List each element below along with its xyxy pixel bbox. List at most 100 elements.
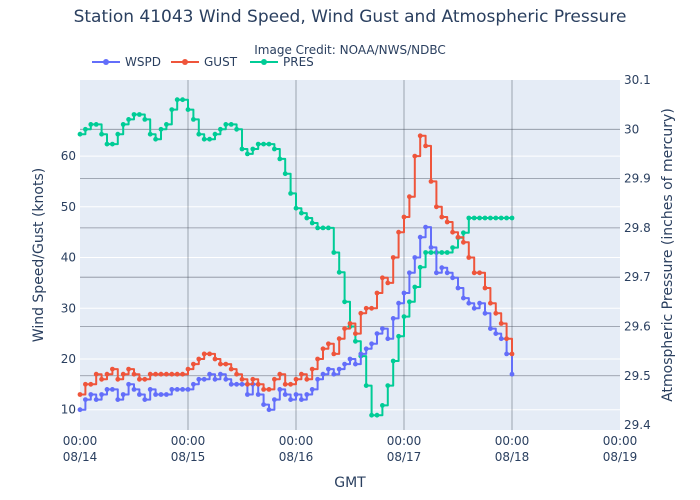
data-point-wspd <box>498 336 504 342</box>
data-point-pres <box>185 107 191 112</box>
data-point-pres <box>282 171 288 177</box>
data-point-wspd <box>412 255 418 260</box>
data-point-pres <box>450 245 455 251</box>
data-point-wspd <box>245 392 250 397</box>
data-point-gust <box>336 336 342 342</box>
series-gust <box>77 133 515 397</box>
legend-swatch-marker <box>182 59 188 65</box>
data-point-wspd <box>169 387 175 392</box>
data-point-pres <box>363 383 369 388</box>
data-point-gust <box>455 234 461 240</box>
data-point-gust <box>255 381 261 387</box>
data-point-gust <box>288 381 293 387</box>
data-point-wspd <box>228 381 234 387</box>
data-point-wspd <box>266 407 272 413</box>
data-point-gust <box>266 387 272 392</box>
data-point-gust <box>120 371 126 377</box>
data-point-pres <box>374 412 380 418</box>
data-point-gust <box>99 376 104 382</box>
data-point-pres <box>466 215 472 221</box>
data-point-gust <box>239 376 245 382</box>
data-point-wspd <box>390 316 396 321</box>
data-point-wspd <box>380 326 385 331</box>
data-point-gust <box>110 366 115 372</box>
data-point-pres <box>164 122 169 127</box>
x-tick-time: 00:00 <box>63 434 98 448</box>
data-point-pres <box>309 220 315 226</box>
data-point-gust <box>153 371 159 377</box>
legend-item-gust[interactable]: GUST <box>171 55 238 69</box>
data-point-pres <box>288 191 293 196</box>
data-point-wspd <box>385 336 391 342</box>
data-point-gust <box>228 366 234 372</box>
series-line-pres <box>80 98 512 417</box>
data-point-gust <box>83 381 88 387</box>
data-point-pres <box>342 299 347 305</box>
data-point-pres <box>77 131 83 137</box>
data-point-gust <box>428 179 434 184</box>
data-point-pres <box>180 97 186 103</box>
data-point-wspd <box>207 371 213 377</box>
data-point-wspd <box>509 371 515 377</box>
data-point-wspd <box>434 270 439 276</box>
data-point-gust <box>164 371 169 377</box>
data-point-wspd <box>439 265 445 271</box>
data-point-wspd <box>331 371 337 377</box>
data-point-gust <box>471 270 477 276</box>
data-point-pres <box>331 250 337 255</box>
x-tick-time: 00:00 <box>171 434 206 448</box>
data-point-gust <box>401 214 407 220</box>
data-point-wspd <box>104 387 110 392</box>
data-point-pres <box>385 383 391 388</box>
data-point-gust <box>309 366 315 372</box>
data-point-wspd <box>304 392 310 397</box>
data-point-gust <box>201 351 207 357</box>
data-point-gust <box>498 321 504 326</box>
data-point-gust <box>218 361 223 367</box>
plot-area <box>80 80 620 430</box>
data-point-gust <box>488 300 493 306</box>
data-point-pres <box>201 136 207 142</box>
data-point-pres <box>293 205 299 211</box>
data-point-gust <box>185 366 191 372</box>
data-point-wspd <box>326 366 331 372</box>
x-tick-date: 08/14 <box>63 450 98 464</box>
data-point-gust <box>223 361 229 367</box>
legend-item-wspd[interactable]: WSPD <box>92 55 161 69</box>
data-point-wspd <box>234 381 240 387</box>
data-point-pres <box>477 215 482 221</box>
data-point-gust <box>299 371 304 377</box>
data-point-gust <box>423 143 428 149</box>
data-point-gust <box>277 371 283 377</box>
data-point-wspd <box>353 361 358 367</box>
x-tick-date: 08/17 <box>387 450 422 464</box>
data-point-gust <box>245 381 250 387</box>
data-point-gust <box>342 326 347 331</box>
data-point-pres <box>461 230 466 236</box>
data-point-wspd <box>83 397 88 402</box>
legend-item-pres[interactable]: PRES <box>250 55 314 69</box>
data-point-wspd <box>137 392 142 397</box>
tick-labels: 10 20 30 40 50 60 29.4 29.5 29.6 29.7 29.8 29.9 30 30… <box>61 73 651 464</box>
data-point-gust <box>169 371 175 377</box>
data-point-pres <box>428 250 434 255</box>
data-point-wspd <box>444 270 450 276</box>
data-point-pres <box>482 215 488 221</box>
data-point-pres <box>353 338 358 344</box>
data-point-wspd <box>142 397 148 402</box>
data-point-wspd <box>374 331 380 336</box>
x-tick-time: 00:00 <box>279 434 314 448</box>
data-point-wspd <box>482 310 488 316</box>
data-point-pres <box>266 141 272 147</box>
data-point-pres <box>174 97 180 103</box>
y2-tick-label: 29.6 <box>624 319 651 333</box>
data-point-gust <box>174 371 180 377</box>
data-point-gust <box>374 290 380 296</box>
data-point-pres <box>110 141 115 147</box>
data-point-gust <box>137 376 142 382</box>
y-tick-label: 10 <box>61 403 76 417</box>
data-point-wspd <box>504 351 509 357</box>
data-point-gust <box>417 133 423 139</box>
data-point-pres <box>234 126 240 132</box>
legend[interactable]: WSPD GUST PRES <box>92 55 314 69</box>
